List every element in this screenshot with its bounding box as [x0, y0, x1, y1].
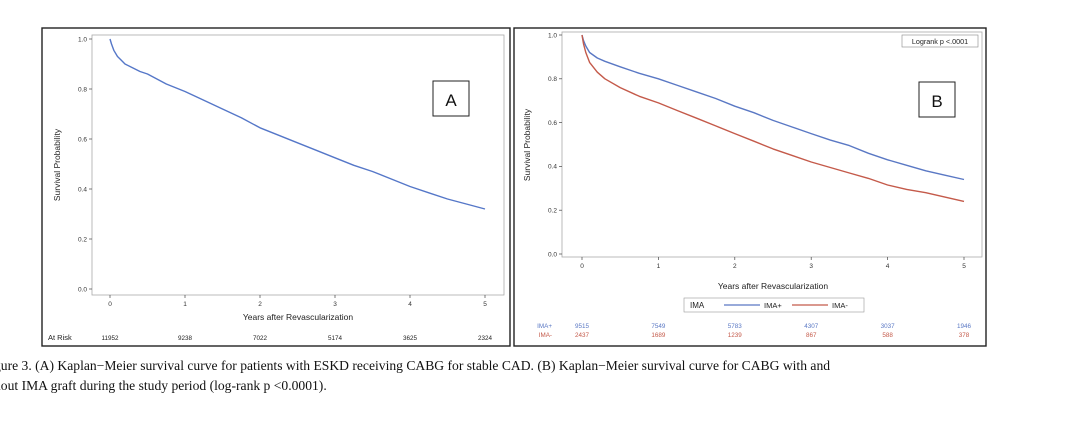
legend-ima-minus-label: IMA- — [832, 301, 848, 310]
at-risk-value: 2437 — [575, 332, 590, 339]
at-risk-value: 1946 — [957, 323, 972, 330]
at-risk-value: 867 — [806, 332, 817, 339]
at-risk-value: 2324 — [478, 335, 493, 342]
panel-b-label-box — [918, 81, 956, 118]
panel-b-logrank-annotation: Logrank p <.0001 — [912, 37, 968, 46]
y-tick-label: 0.8 — [548, 76, 557, 83]
survival-curve-ima- — [581, 34, 965, 181]
y-tick-label: 0.2 — [78, 236, 87, 243]
at-risk-value: 9515 — [575, 323, 590, 330]
survival-curve-ima- — [581, 34, 965, 203]
at-risk-value: 7549 — [651, 323, 666, 330]
y-tick-label: 0.6 — [548, 120, 557, 127]
panel-a-chart: 0.0 0.2 0.4 0.6 0.8 1.0 0 1 2 3 4 5 A Years after … — [41, 27, 511, 347]
survival-curve-all-patients — [109, 38, 486, 210]
x-tick-label: 3 — [333, 301, 337, 308]
panel-b-plot-frame — [561, 31, 983, 258]
panel-a-label: A — [445, 91, 457, 110]
x-tick-label: 1 — [657, 263, 661, 270]
at-risk-row-label: IMA- — [539, 332, 552, 339]
caption-line-2: hout IMA graft during the study period (… — [0, 378, 327, 393]
at-risk-value: 9238 — [178, 335, 193, 342]
y-tick-label: 0.2 — [548, 208, 557, 215]
x-tick-label: 3 — [809, 263, 813, 270]
at-risk-value: 588 — [882, 332, 893, 339]
x-tick-label: 0 — [108, 301, 112, 308]
x-tick-label: 5 — [962, 263, 966, 270]
at-risk-value: 3625 — [403, 335, 418, 342]
y-tick-label: 0.8 — [78, 86, 87, 93]
y-tick-label: 0.4 — [548, 164, 557, 171]
panel-b-label: B — [931, 92, 942, 111]
at-risk-value: 5174 — [328, 335, 343, 342]
panel-a-plot-frame — [91, 34, 505, 296]
panel-b-legend-title: IMA — [690, 301, 705, 310]
y-tick-label: 1.0 — [78, 36, 87, 43]
at-risk-value: 11952 — [101, 335, 119, 342]
panel-a-ylabel: Survival Probability — [52, 128, 62, 201]
at-risk-value: 1239 — [728, 332, 743, 339]
y-tick-label: 0.0 — [548, 251, 557, 258]
x-tick-label: 5 — [483, 301, 487, 308]
panel-a-at-risk-label: At Risk — [48, 333, 72, 342]
x-tick-label: 2 — [258, 301, 262, 308]
at-risk-value: 378 — [959, 332, 970, 339]
caption-line-1: gure 3. (A) Kaplan−Meier survival curve … — [0, 358, 831, 373]
panel-a-xlabel: Years after Revascularization — [243, 312, 354, 322]
x-tick-label: 0 — [580, 263, 584, 270]
at-risk-value: 3037 — [881, 323, 896, 330]
legend-ima-plus-label: IMA+ — [764, 301, 782, 310]
x-tick-label: 4 — [408, 301, 412, 308]
panel-b-xlabel: Years after Revascularization — [718, 281, 829, 291]
figure-caption: gure 3. (A) Kaplan−Meier survival curve … — [0, 356, 1069, 396]
panel-b-legend-frame — [683, 297, 865, 313]
y-tick-label: 1.0 — [548, 32, 557, 39]
at-risk-value: 4307 — [804, 323, 819, 330]
at-risk-value: 7022 — [253, 335, 268, 342]
panel-b-ylabel: Survival Probability — [522, 108, 532, 181]
x-tick-label: 4 — [886, 263, 890, 270]
panel-b-border — [513, 27, 987, 347]
panel-b-annotation-box — [901, 34, 979, 48]
at-risk-row-label: IMA+ — [537, 323, 552, 330]
y-tick-label: 0.4 — [78, 186, 87, 193]
x-tick-label: 2 — [733, 263, 737, 270]
panel-a-border — [41, 27, 511, 347]
x-tick-label: 1 — [183, 301, 187, 308]
at-risk-value: 5783 — [728, 323, 743, 330]
panel-a-label-box — [432, 80, 470, 117]
figure: 0.0 0.2 0.4 0.6 0.8 1.0 0 1 2 3 4 5 A Years after … — [41, 27, 987, 347]
y-tick-label: 0.6 — [78, 136, 87, 143]
at-risk-value: 1689 — [651, 332, 666, 339]
y-tick-label: 0.0 — [78, 286, 87, 293]
panel-b-chart: 0.0 0.2 0.4 0.6 0.8 1.0 0 1 2 3 4 5 Logrank p <.00… — [513, 27, 987, 347]
